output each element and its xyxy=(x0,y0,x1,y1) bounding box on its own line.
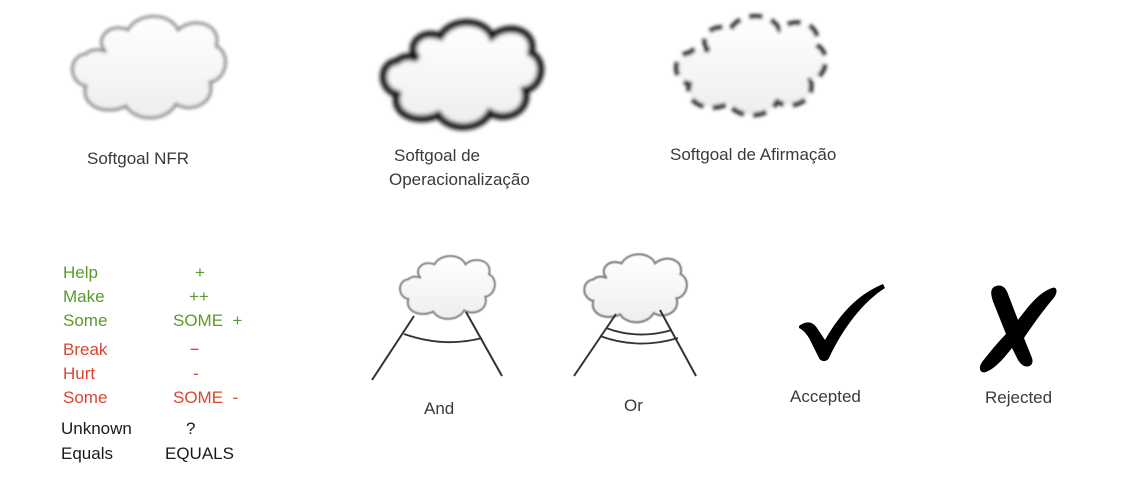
contribution-name-make: Make xyxy=(63,287,105,306)
or-arc-inner xyxy=(605,327,673,336)
or-right-line xyxy=(659,309,697,377)
and-label: And xyxy=(424,399,455,418)
and-arc xyxy=(403,333,483,344)
contribution-name-help: Help xyxy=(63,263,98,282)
softgoal-claim-cloud xyxy=(668,10,828,122)
rejected-label: Rejected xyxy=(985,388,1053,407)
softgoal-claim-label: Softgoal de Afirmação xyxy=(670,145,837,164)
or-label: Or xyxy=(624,396,643,415)
softgoal-operationalization-label-line1: Softgoal de xyxy=(394,146,481,165)
x-mark-icon xyxy=(979,285,1057,373)
check-icon xyxy=(799,284,885,361)
and-decomposition-diagram xyxy=(371,254,503,381)
contribution-symbol-make: ++ xyxy=(189,287,209,306)
or-arc-outer xyxy=(599,335,679,345)
contribution-symbol-some-negative: SOME - xyxy=(173,388,239,407)
contribution-symbol-unknown: ? xyxy=(186,419,196,438)
contribution-name-break: Break xyxy=(63,340,108,359)
softgoal-operationalization-label-line2: Operacionalização xyxy=(389,170,530,189)
softgoal-operationalization-cloud xyxy=(373,16,545,134)
contribution-name-some-negative: Some xyxy=(63,388,108,407)
contribution-name-some-positive: Some xyxy=(63,311,108,330)
or-decomposition-diagram xyxy=(573,253,697,377)
accepted-label: Accepted xyxy=(790,387,861,406)
contribution-symbol-some-positive: SOME + xyxy=(173,311,243,330)
softgoal-nfr-label: Softgoal NFR xyxy=(87,149,190,168)
contribution-name-equals: Equals xyxy=(61,444,113,463)
and-right-line xyxy=(465,311,503,377)
softgoal-nfr-cloud xyxy=(71,15,227,120)
or-left-line xyxy=(573,313,617,377)
contribution-symbol-break: -- xyxy=(190,339,199,358)
contribution-symbol-hurt: - xyxy=(193,364,199,383)
and-left-line xyxy=(371,315,415,381)
contribution-name-hurt: Hurt xyxy=(63,364,96,383)
contribution-symbol-equals: EQUALS xyxy=(165,444,234,463)
contribution-symbol-help: + xyxy=(195,263,205,282)
contribution-name-unknown: Unknown xyxy=(61,419,132,438)
